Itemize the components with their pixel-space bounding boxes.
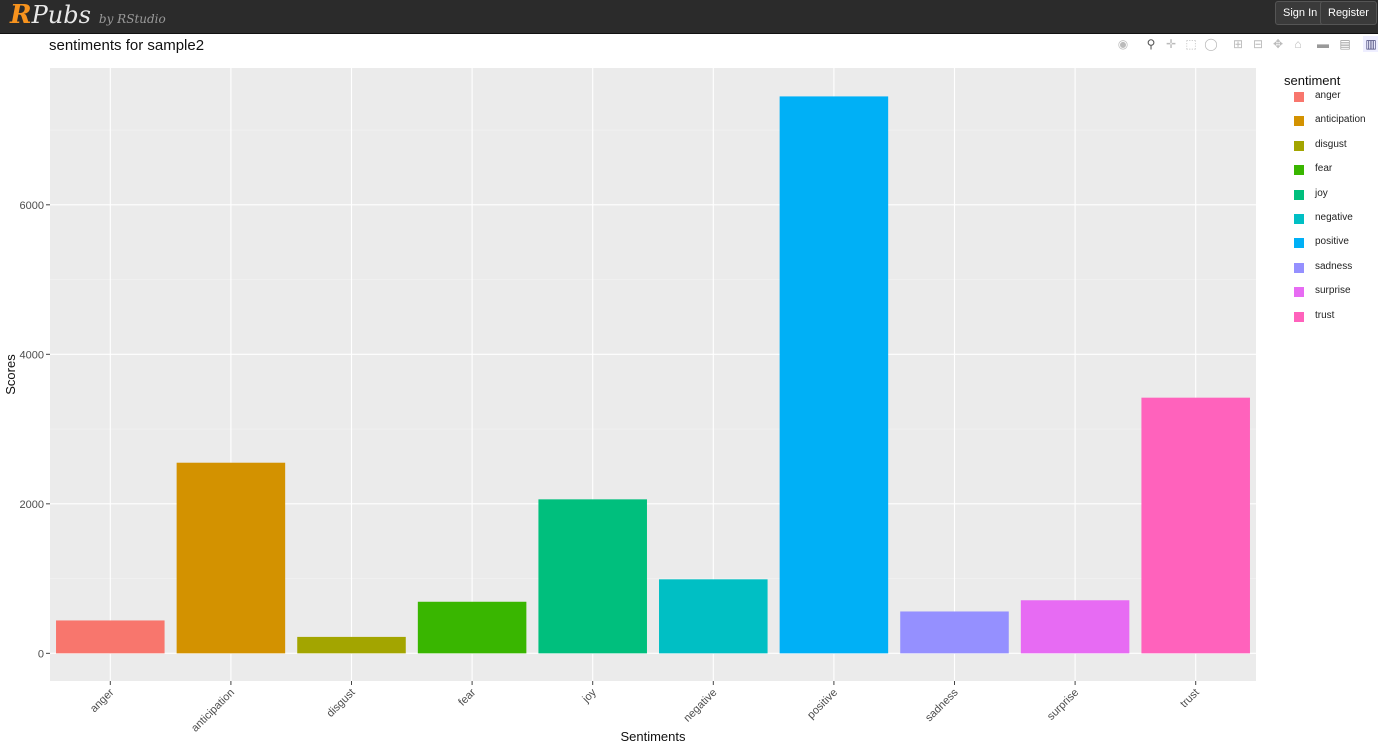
zoom-out-icon[interactable]: ⊟ (1252, 37, 1264, 51)
top-navigation-bar: R Pubs by RStudio Sign In Register (0, 0, 1378, 34)
logo-r: R (10, 0, 32, 30)
x-tick-label: trust (1178, 687, 1202, 711)
legend-label: positive (1315, 236, 1349, 248)
y-tick-label: 2000 (20, 499, 44, 511)
x-tick-label: anticipation (189, 687, 237, 735)
chart-title: sentiments for sample2 (49, 37, 205, 54)
y-tick-label: 6000 (20, 200, 44, 212)
legend-swatch (1294, 189, 1304, 200)
x-axis-label: Sentiments (620, 729, 686, 744)
legend-swatch (1294, 214, 1304, 224)
pan-icon[interactable]: ✛ (1165, 37, 1177, 51)
x-tick-label: sadness (923, 686, 961, 724)
legend-swatch (1294, 311, 1304, 322)
legend-label: disgust (1315, 138, 1347, 150)
logo-by-rstudio: by RStudio (98, 12, 166, 26)
legend-swatch (1294, 165, 1304, 176)
y-axis: 0 2000 4000 6000 (20, 200, 50, 660)
x-tick-label: surprise (1045, 687, 1081, 723)
logo-pubs: Pubs (31, 1, 91, 29)
x-axis: anger anticipation disgust fear joy negative p… (88, 681, 1202, 734)
y-tick-label: 4000 (20, 349, 44, 361)
bar-fear[interactable] (417, 601, 527, 654)
legend-swatch (1294, 140, 1304, 151)
compare-hover-icon[interactable]: ▤ (1339, 37, 1351, 51)
x-tick-label: fear (456, 686, 478, 708)
plotly-logo-icon[interactable]: ▥ (1363, 36, 1378, 52)
bar-positive[interactable] (779, 96, 889, 654)
legend-label: fear (1315, 163, 1333, 175)
bar-negative[interactable] (659, 579, 768, 654)
legend-label: trust (1315, 309, 1335, 321)
rpubs-logo[interactable]: R Pubs by RStudio (10, 0, 166, 33)
autoscale-icon[interactable]: ✥ (1272, 37, 1284, 51)
box-select-icon[interactable]: ⬚ (1185, 37, 1197, 51)
y-tick-label: 0 (38, 648, 44, 660)
x-tick-label: positive (805, 687, 840, 722)
legend-swatch (1294, 287, 1304, 298)
y-axis-label: Scores (3, 354, 18, 395)
camera-icon[interactable]: ◉ (1117, 37, 1129, 51)
legend-swatch (1294, 238, 1304, 249)
reset-axes-icon[interactable]: ⌂ (1294, 37, 1302, 51)
lasso-icon[interactable]: ◯ (1204, 37, 1218, 51)
spike-lines-icon[interactable]: ▬ (1317, 37, 1329, 51)
legend-label: sadness (1315, 260, 1353, 272)
legend-label: surprise (1315, 285, 1351, 297)
legend-title: sentiment (1284, 73, 1341, 88)
legend-label: anger (1315, 90, 1341, 101)
bar-trust[interactable] (1141, 397, 1250, 654)
sign-in-button[interactable]: Sign In (1275, 1, 1326, 25)
x-tick-label: anger (88, 686, 117, 715)
bar-joy[interactable] (538, 499, 647, 654)
x-tick-label: joy (580, 686, 599, 705)
legend-swatch (1294, 92, 1304, 102)
bar-disgust[interactable] (297, 636, 406, 654)
legend-label: negative (1315, 212, 1353, 223)
bar-sadness[interactable] (900, 611, 1009, 654)
bar-anger[interactable] (56, 620, 165, 654)
bars (56, 96, 1250, 654)
x-tick-label: negative (682, 687, 720, 725)
legend-label: joy (1315, 187, 1328, 199)
legend-swatch (1294, 262, 1304, 273)
legend-label: anticipation (1315, 114, 1366, 126)
x-tick-label: disgust (324, 687, 357, 720)
bar-surprise[interactable] (1020, 600, 1130, 654)
legend-swatch (1294, 116, 1304, 127)
zoom-icon[interactable]: ⚲ (1146, 37, 1156, 51)
register-button[interactable]: Register (1320, 1, 1377, 25)
bar-anticipation[interactable] (176, 462, 286, 654)
zoom-in-icon[interactable]: ⊞ (1232, 37, 1244, 51)
